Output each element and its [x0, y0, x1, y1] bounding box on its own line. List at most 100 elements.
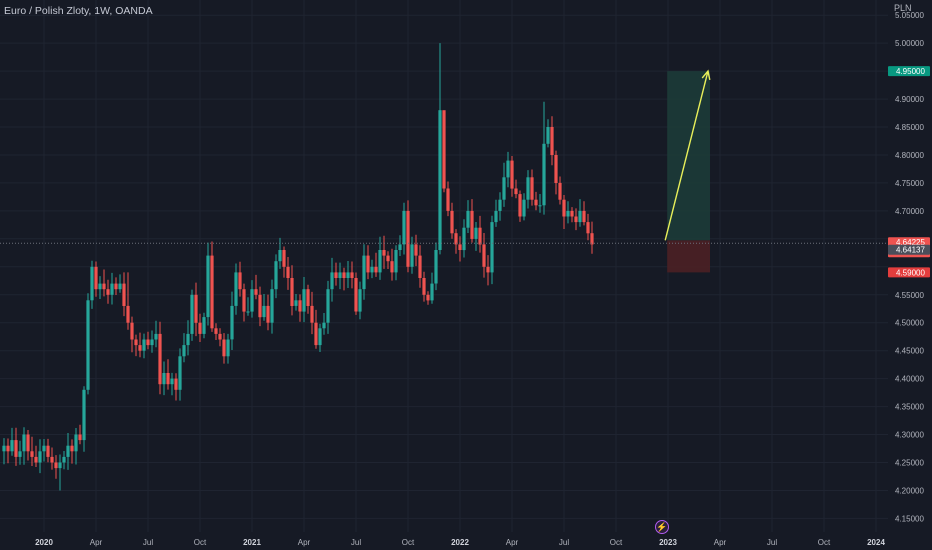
candle-body [102, 283, 106, 290]
x-axis-tick-label: 2020 [35, 538, 53, 547]
y-axis-tick-label: 4.40000 [895, 375, 924, 384]
candle-body [398, 244, 402, 250]
candle-body [2, 445, 6, 452]
candle-body [530, 177, 534, 200]
candle-body [250, 289, 254, 312]
candle-body [570, 210, 574, 217]
candle-body [130, 322, 134, 340]
candle-body [294, 300, 298, 306]
candle-body [194, 294, 198, 323]
candle-body [390, 261, 394, 273]
current-price-label: 4.64225 [896, 238, 925, 247]
candle-body [334, 272, 338, 278]
candle-body [358, 289, 362, 312]
x-axis-tick-label: Oct [402, 538, 415, 547]
candle-body [218, 333, 222, 340]
candle-body [262, 305, 266, 318]
candle-body [142, 339, 146, 351]
candle-body [414, 244, 418, 256]
lightning-icon[interactable]: ⚡ [655, 520, 669, 534]
x-axis-tick-label: Jul [143, 538, 153, 547]
candle-body [282, 250, 286, 267]
candle-body [166, 373, 170, 385]
candle-body [290, 278, 294, 306]
candle-body [198, 322, 202, 334]
candle-body [122, 283, 126, 306]
candle-body [518, 194, 522, 217]
candle-body [178, 356, 182, 390]
stop-price-label-bg [888, 267, 930, 278]
candle-body [446, 188, 450, 211]
y-axis-tick-label: 4.30000 [895, 431, 924, 440]
y-axis-tick-label: 4.55000 [895, 291, 924, 300]
candle-body [506, 160, 510, 178]
prev-close-label: 4.64137 [896, 246, 925, 255]
y-axis-tick-label: 4.50000 [895, 319, 924, 328]
candle-body [538, 205, 542, 207]
candle-body [410, 244, 414, 267]
candle-body [486, 266, 490, 273]
y-axis-tick-label: 4.80000 [895, 151, 924, 160]
candle-body [202, 317, 206, 334]
candle-body [542, 143, 546, 206]
candle-body [154, 333, 158, 340]
candle-body [230, 305, 234, 340]
y-axis-tick-label: 4.45000 [895, 347, 924, 356]
candle-body [98, 283, 102, 290]
candle-body [502, 177, 506, 200]
target-zone [667, 71, 710, 241]
candle-body [310, 305, 314, 323]
candle-body [342, 272, 346, 278]
candle-body [162, 373, 166, 385]
x-axis-tick-label: 2024 [867, 538, 885, 547]
projection-arrow [664, 70, 709, 241]
candle-body [394, 250, 398, 273]
candle-body [134, 339, 138, 346]
candle-body [438, 110, 442, 250]
candle-body [150, 339, 154, 346]
candle-body [522, 199, 526, 217]
x-axis-tick-label: Jul [559, 538, 569, 547]
candle-body [110, 283, 114, 295]
candle-body [482, 244, 486, 267]
candle-body [58, 462, 62, 469]
candle-body [366, 255, 370, 273]
candle-body [466, 210, 470, 228]
candle-body [314, 322, 318, 346]
candle-body [66, 445, 70, 457]
candle-body [258, 294, 262, 318]
candle-body [254, 289, 258, 295]
x-axis-tick-label: Oct [194, 538, 207, 547]
candle-body [550, 127, 554, 155]
candle-body [374, 266, 378, 273]
candle-body [274, 261, 278, 290]
candle-body [50, 456, 54, 463]
candle-body [22, 434, 26, 452]
candle-body [302, 289, 306, 312]
candle-body [514, 188, 518, 195]
prev-close-label-bg [888, 244, 930, 255]
stop-price-label: 4.59000 [896, 268, 925, 277]
candle-body [238, 272, 242, 290]
x-axis-tick-label: 2022 [451, 538, 469, 547]
y-axis-tick-label: 4.25000 [895, 459, 924, 468]
candle-body [494, 210, 498, 223]
candle-body [62, 456, 66, 463]
projection-arrowhead [701, 69, 711, 81]
candle-body [174, 378, 178, 390]
candle-body [46, 445, 50, 457]
candle-body [558, 182, 562, 200]
candle-body [242, 289, 246, 312]
y-axis-tick-label: 4.15000 [895, 514, 924, 523]
y-axis-tick-label: 4.35000 [895, 403, 924, 412]
candle-body [378, 250, 382, 273]
candle-body [182, 345, 186, 357]
candle-body [86, 300, 90, 390]
candle-body [118, 283, 122, 290]
target-price-label-bg [888, 66, 930, 77]
y-axis-tick-label: 4.90000 [895, 95, 924, 104]
x-axis-tick-label: Apr [90, 538, 103, 547]
candle-body [326, 289, 330, 323]
